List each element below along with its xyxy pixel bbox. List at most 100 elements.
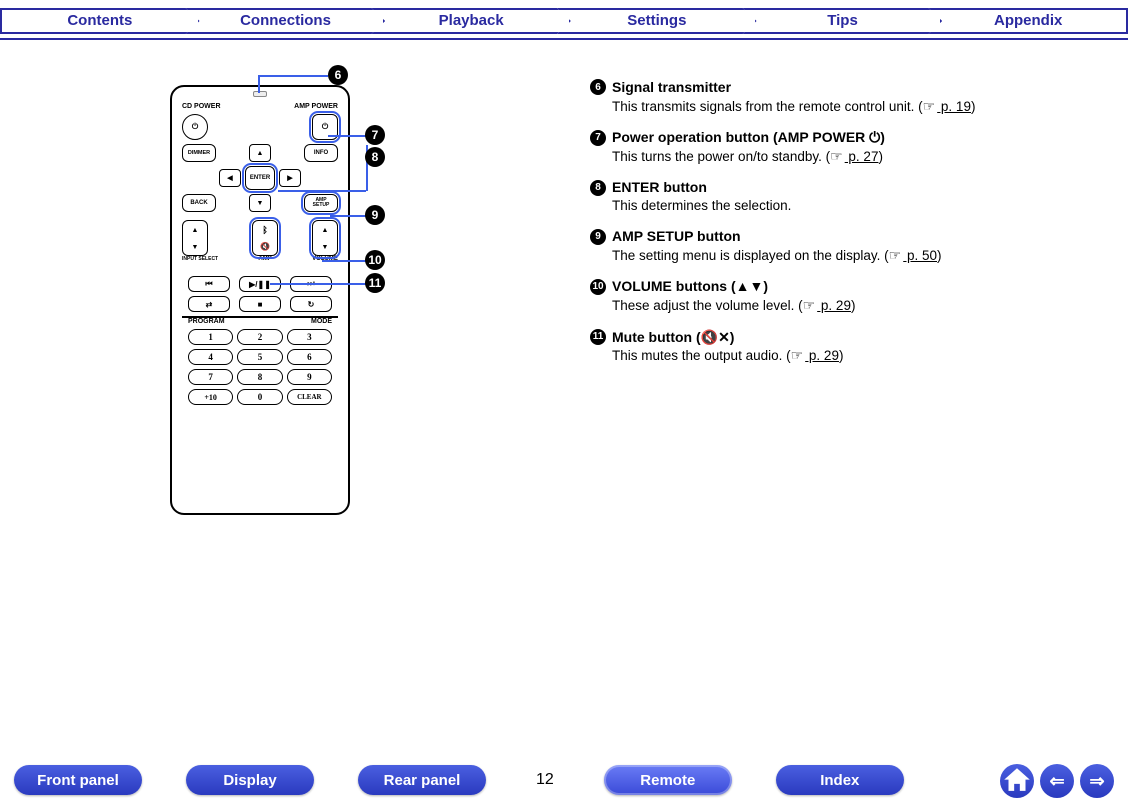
cursor-left	[219, 169, 241, 187]
tail: )	[839, 348, 844, 363]
item-title: Power operation button (AMP POWER ⏻)	[612, 128, 885, 147]
item-title: AMP SETUP button	[612, 227, 741, 246]
tab-appendix[interactable]: Appendix	[928, 8, 1128, 34]
hand-icon: ☞	[791, 347, 804, 363]
item-8: 8ENTER button This determines the select…	[590, 178, 1090, 215]
leader	[278, 190, 366, 192]
item-desc: These adjust the volume level. (	[612, 298, 803, 313]
page-ref[interactable]: p. 29	[817, 298, 851, 313]
label-mode: MODE	[311, 318, 332, 325]
num-6: 6	[287, 349, 332, 365]
page-number: 12	[536, 771, 554, 789]
tab-playback[interactable]: Playback	[371, 8, 571, 34]
callout-9: 9	[365, 205, 385, 225]
tab-contents[interactable]: Contents	[0, 8, 200, 34]
cd-power-button: ⏻	[182, 114, 208, 140]
dimmer-button: DIMMER	[182, 144, 216, 162]
remote-body: CD POWER AMP POWER ⏻ ⏻ DIMMER INFO ENTER…	[170, 85, 350, 515]
pill-index[interactable]: Index	[776, 765, 904, 795]
prev-page-button[interactable]: ⇐	[1040, 764, 1074, 798]
descriptions: 6Signal transmitter This transmits signa…	[590, 78, 1090, 378]
nav-icons: ⇐ ⇒	[1000, 764, 1114, 798]
leader	[270, 283, 366, 285]
num-1: 1	[188, 329, 233, 345]
label-amp-power: AMP POWER	[294, 103, 338, 110]
cursor-up	[249, 144, 271, 162]
volume-button	[312, 220, 338, 256]
home-button[interactable]	[1000, 764, 1034, 798]
leader	[328, 135, 366, 137]
leader	[330, 215, 366, 217]
tail: )	[937, 248, 942, 263]
page-ref[interactable]: p. 50	[903, 248, 937, 263]
leader	[258, 75, 260, 93]
item-desc: The setting menu is displayed on the dis…	[612, 248, 889, 263]
leader	[322, 260, 366, 262]
callout-10: 10	[365, 250, 385, 270]
num-3: 3	[287, 329, 332, 345]
bottom-nav: Front panel Display Rear panel 12 Remote…	[0, 762, 1128, 798]
pill-remote[interactable]: Remote	[604, 765, 732, 795]
bullet-icon: 6	[590, 79, 606, 95]
label-input-select: INPUT SELECT	[182, 256, 218, 262]
item-title: VOLUME buttons (▲▼)	[612, 277, 768, 296]
tail: )	[878, 149, 883, 164]
pill-rear-panel[interactable]: Rear panel	[358, 765, 486, 795]
hand-icon: ☞	[803, 297, 816, 313]
callout-7: 7	[365, 125, 385, 145]
remote-figure: CD POWER AMP POWER ⏻ ⏻ DIMMER INFO ENTER…	[170, 85, 390, 535]
num-plus10: +10	[188, 389, 233, 405]
divider	[0, 38, 1128, 40]
item-desc: This turns the power on/to standby. (	[612, 149, 830, 164]
amp-mute-button: ᛒ🔇	[252, 220, 278, 256]
pill-front-panel[interactable]: Front panel	[14, 765, 142, 795]
amp-setup-l2: SETUP	[313, 203, 330, 208]
callout-11: 11	[365, 273, 385, 293]
pill-display[interactable]: Display	[186, 765, 314, 795]
num-0: 0	[237, 389, 282, 405]
item-9: 9 AMP SETUP button The setting menu is di…	[590, 227, 1090, 265]
label-amp: AMP	[252, 256, 278, 262]
item-10: 10 VOLUME buttons (▲▼) These adjust the v…	[590, 277, 1090, 315]
stop: ■	[239, 296, 281, 312]
tail: )	[971, 99, 976, 114]
label-program: PROGRAM	[188, 318, 225, 325]
tail: )	[851, 298, 856, 313]
item-desc: This transmits signals from the remote c…	[612, 99, 923, 114]
callout-8: 8	[365, 147, 385, 167]
repeat: ↻	[290, 296, 332, 312]
clear-button: CLEAR	[287, 389, 332, 405]
tab-settings[interactable]: Settings	[557, 8, 757, 34]
item-6: 6Signal transmitter This transmits signa…	[590, 78, 1090, 116]
home-icon	[1000, 764, 1034, 798]
cursor-down	[249, 194, 271, 212]
bullet-icon: 9	[590, 229, 606, 245]
page-ref[interactable]: p. 27	[845, 149, 879, 164]
tab-tips[interactable]: Tips	[743, 8, 943, 34]
enter-button: ENTER	[245, 166, 275, 190]
ir-window	[253, 91, 267, 97]
item-title: Mute button (🔇✕)	[612, 328, 734, 347]
item-11: 11 Mute button (🔇✕) This mutes the output…	[590, 328, 1090, 366]
page-ref[interactable]: p. 29	[805, 348, 839, 363]
page-ref[interactable]: p. 19	[937, 99, 971, 114]
top-nav: Contents Connections Playback Settings T…	[0, 8, 1128, 38]
prev-track: ⏮	[188, 276, 230, 292]
hand-icon: ☞	[923, 98, 936, 114]
bullet-icon: 8	[590, 180, 606, 196]
remote-divider	[182, 316, 338, 318]
back-button: BACK	[182, 194, 216, 212]
item-7: 7Power operation button (AMP POWER ⏻) Th…	[590, 128, 1090, 166]
hand-icon: ☞	[889, 247, 902, 263]
label-cd-power: CD POWER	[182, 103, 221, 110]
tab-connections[interactable]: Connections	[186, 8, 386, 34]
info-button: INFO	[304, 144, 338, 162]
next-page-button[interactable]: ⇒	[1080, 764, 1114, 798]
num-8: 8	[237, 369, 282, 385]
num-4: 4	[188, 349, 233, 365]
bullet-icon: 10	[590, 279, 606, 295]
input-select-button	[182, 220, 208, 256]
item-desc: This mutes the output audio. (	[612, 348, 791, 363]
num-5: 5	[237, 349, 282, 365]
bullet-icon: 11	[590, 329, 606, 345]
